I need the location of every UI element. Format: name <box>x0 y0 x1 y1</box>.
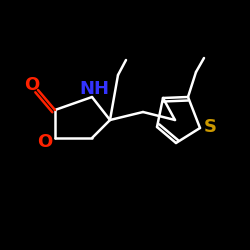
Text: O: O <box>24 76 40 94</box>
Text: S: S <box>204 118 216 136</box>
Text: O: O <box>38 133 52 151</box>
Text: NH: NH <box>79 80 109 98</box>
